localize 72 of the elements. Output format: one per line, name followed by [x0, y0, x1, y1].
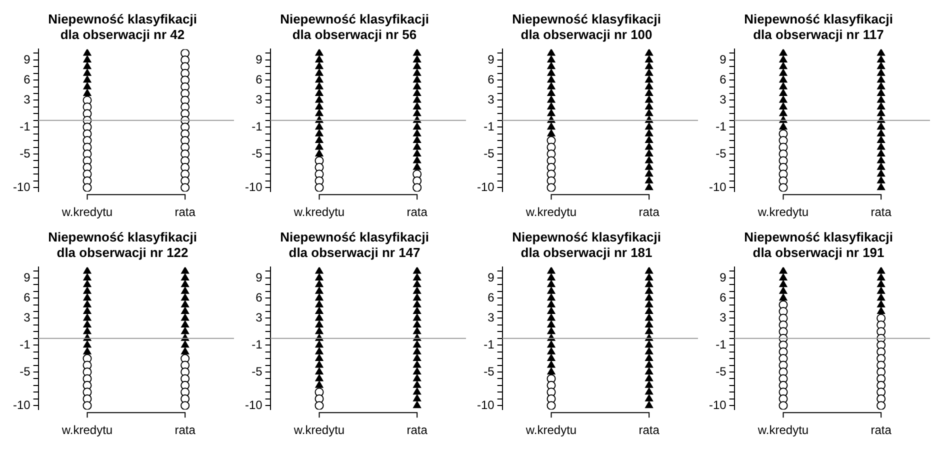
y-tick-label: -10 — [245, 398, 263, 412]
y-tick-label: 9 — [720, 270, 727, 284]
y-tick-label: -5 — [484, 146, 495, 160]
y-tick-label: -10 — [245, 180, 263, 194]
y-tick-label: 6 — [24, 290, 31, 304]
y-tick-label: 3 — [256, 92, 263, 107]
y-tick-label: 3 — [720, 310, 727, 325]
y-tick-label: 6 — [256, 72, 263, 86]
x-tick-label: w.kredytu — [60, 423, 113, 438]
x-tick-label: w.kredytu — [292, 423, 345, 438]
y-tick-label: 6 — [720, 290, 727, 304]
y-tick-label: -1 — [20, 119, 31, 134]
y-tick-label: -10 — [709, 398, 727, 412]
y-tick-label: -1 — [252, 119, 263, 134]
y-tick-label: 9 — [256, 270, 263, 284]
chart-title: Niepewność klasyfikacji dla obserwacji nr 117 — [744, 11, 893, 42]
y-tick-label: 9 — [24, 270, 31, 284]
y-tick-label: 6 — [24, 72, 31, 86]
y-tick-label: -5 — [716, 146, 727, 160]
y-tick-label: -5 — [20, 146, 31, 160]
x-tick-label: rata — [638, 423, 660, 438]
y-tick-label: -1 — [252, 337, 263, 352]
chart-title: Niepewność klasyfikacji dla obserwacji nr 181 — [512, 229, 661, 260]
y-tick-label: -1 — [484, 119, 495, 134]
y-tick-label: 9 — [488, 270, 495, 284]
y-tick-label: -1 — [716, 119, 727, 134]
y-tick-label: 9 — [256, 52, 263, 66]
y-tick-label: 9 — [720, 52, 727, 66]
chart-title: Niepewność klasyfikacji dla obserwacji nr 191 — [744, 229, 893, 260]
y-tick-label: 3 — [720, 92, 727, 107]
y-tick-label: 3 — [488, 310, 495, 325]
x-tick-label: rata — [406, 423, 428, 438]
x-tick-label: w.kredytu — [524, 423, 577, 438]
x-tick-label: w.kredytu — [756, 205, 809, 220]
y-tick-label: -10 — [477, 180, 495, 194]
x-tick-label: rata — [406, 205, 428, 220]
y-tick-label: -5 — [20, 364, 31, 378]
y-tick-label: 9 — [488, 52, 495, 66]
x-tick-label: rata — [174, 205, 196, 220]
chart-title: Niepewność klasyfikacji dla obserwacji nr 122 — [48, 229, 197, 260]
y-tick-label: -10 — [13, 398, 31, 412]
y-tick-label: 6 — [488, 72, 495, 86]
y-tick-label: 3 — [24, 310, 31, 325]
chart-title: Niepewność klasyfikacji dla obserwacji nr 147 — [280, 229, 429, 260]
y-tick-label: -1 — [716, 337, 727, 352]
y-tick-label: -5 — [716, 364, 727, 378]
y-tick-label: -1 — [484, 337, 495, 352]
y-tick-label: 3 — [24, 92, 31, 107]
x-tick-label: w.kredytu — [292, 205, 345, 220]
y-tick-label: 6 — [256, 290, 263, 304]
y-tick-label: 9 — [24, 52, 31, 66]
chart-title: Niepewność klasyfikacji dla obserwacji nr 56 — [280, 11, 429, 42]
y-tick-label: -5 — [252, 364, 263, 378]
y-tick-label: 3 — [488, 92, 495, 107]
x-tick-label: w.kredytu — [524, 205, 577, 220]
x-tick-label: rata — [174, 423, 196, 438]
x-tick-label: rata — [870, 423, 892, 438]
y-tick-label: -5 — [484, 364, 495, 378]
y-tick-label: 6 — [720, 72, 727, 86]
x-tick-label: rata — [638, 205, 660, 220]
x-tick-label: w.kredytu — [60, 205, 113, 220]
y-tick-label: 3 — [256, 310, 263, 325]
chart-title: Niepewność klasyfikacji dla obserwacji nr 42 — [48, 11, 197, 42]
y-tick-label: -10 — [709, 180, 727, 194]
y-tick-label: -10 — [13, 180, 31, 194]
y-tick-label: -10 — [477, 398, 495, 412]
x-tick-label: w.kredytu — [756, 423, 809, 438]
y-tick-label: -5 — [252, 146, 263, 160]
chart-title: Niepewność klasyfikacji dla obserwacji nr 100 — [512, 11, 661, 42]
x-tick-label: rata — [870, 205, 892, 220]
y-tick-label: -1 — [20, 337, 31, 352]
y-tick-label: 6 — [488, 290, 495, 304]
